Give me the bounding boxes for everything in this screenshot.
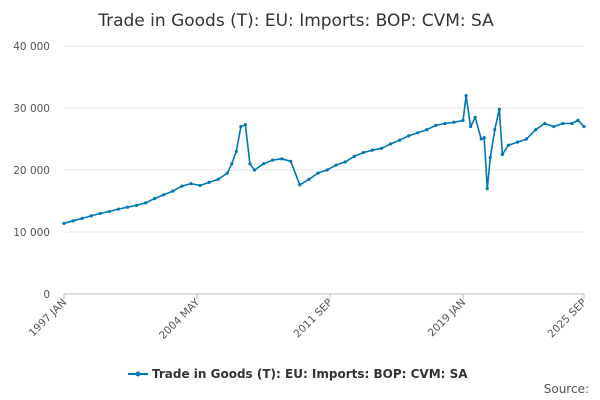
x-tick-label: 2011 SEP [292,297,336,341]
data-point[interactable] [370,148,374,152]
data-point[interactable] [485,187,489,191]
x-tick-label: 2025 SEP [545,297,589,341]
x-tick-label: 2004 MAY [157,296,203,342]
data-point[interactable] [298,183,302,187]
data-point[interactable] [570,121,574,126]
legend-marker [135,371,141,377]
source-label: Source: [544,382,589,396]
legend[interactable]: Trade in Goods (T): EU: Imports: BOP: CV… [128,367,468,381]
chart-title: Trade in Goods (T): EU: Imports: BOP: CV… [97,11,494,31]
grid [64,45,584,295]
data-point[interactable] [506,143,511,147]
data-point[interactable] [289,159,293,163]
data-point[interactable] [479,137,483,141]
data-point[interactable] [125,205,130,209]
data-point[interactable] [134,203,139,207]
data-point[interactable] [234,149,238,153]
data-point[interactable] [243,123,247,127]
data-point[interactable] [361,151,365,155]
data-point[interactable] [144,201,148,205]
data-point[interactable] [216,177,220,181]
x-tick-label: 2019 JAN [426,297,468,339]
data-point[interactable] [464,94,468,98]
data-point[interactable] [71,219,75,223]
data-point[interactable] [198,183,202,188]
data-point[interactable] [388,142,393,146]
data-point[interactable] [107,209,111,214]
data-point[interactable] [482,136,486,140]
y-tick-label: 30 000 [13,103,50,115]
data-point[interactable] [543,121,547,126]
data-point[interactable] [62,221,66,225]
data-point[interactable] [180,184,184,188]
data-point[interactable] [452,120,456,124]
x-tick-label: 1997 JAN [27,297,69,339]
data-point[interactable] [261,162,266,166]
data-point[interactable] [207,180,211,184]
data-point[interactable] [488,156,492,160]
data-point[interactable] [280,157,284,161]
data-point[interactable] [343,160,347,164]
data-point[interactable] [500,152,504,157]
data-point[interactable] [334,163,338,167]
data-point[interactable] [425,128,429,132]
data-point[interactable] [407,134,411,138]
y-tick-label: 0 [43,289,50,301]
data-point[interactable] [89,214,93,218]
data-point[interactable] [239,125,243,129]
data-point[interactable] [153,196,157,201]
data-point[interactable] [98,211,102,215]
data-point[interactable] [582,125,586,129]
data-point[interactable] [352,154,356,158]
data-point[interactable] [416,131,420,135]
y-tick-label: 10 000 [13,227,50,239]
data-point[interactable] [473,115,477,119]
data-point[interactable] [307,177,311,181]
data-point[interactable] [561,121,565,126]
legend-label: Trade in Goods (T): EU: Imports: BOP: CV… [152,367,468,381]
y-tick-label: 20 000 [13,165,50,177]
data-point[interactable] [397,138,402,142]
data-point[interactable] [379,146,384,150]
data-point[interactable] [497,107,501,111]
data-point[interactable] [248,162,252,166]
data-point[interactable] [434,123,438,127]
data-point[interactable] [325,168,329,172]
data-point[interactable] [316,171,320,175]
x-axis: 1997 JAN 2004 MAY 2011 SEP 2019 JAN 2025 SEP [27,294,589,342]
data-point[interactable] [271,158,275,162]
series-line [63,94,585,225]
y-axis: 0 10 000 20 000 30 000 40 000 [13,41,50,301]
data-point[interactable] [534,128,538,132]
series-layer [62,94,586,225]
data-point[interactable] [552,125,556,129]
data-point[interactable] [469,125,473,129]
data-point[interactable] [80,216,84,220]
data-point[interactable] [162,193,166,197]
data-point[interactable] [461,118,465,122]
data-point[interactable] [524,137,529,141]
data-point[interactable] [230,162,234,166]
data-point[interactable] [443,121,447,126]
y-tick-label: 40 000 [13,41,50,53]
data-point[interactable] [171,189,175,193]
data-point[interactable] [116,207,121,211]
data-point[interactable] [515,140,520,144]
data-point[interactable] [225,171,229,175]
data-point[interactable] [493,128,497,132]
data-point[interactable] [576,118,580,122]
data-point[interactable] [189,182,193,186]
data-point[interactable] [252,168,257,172]
